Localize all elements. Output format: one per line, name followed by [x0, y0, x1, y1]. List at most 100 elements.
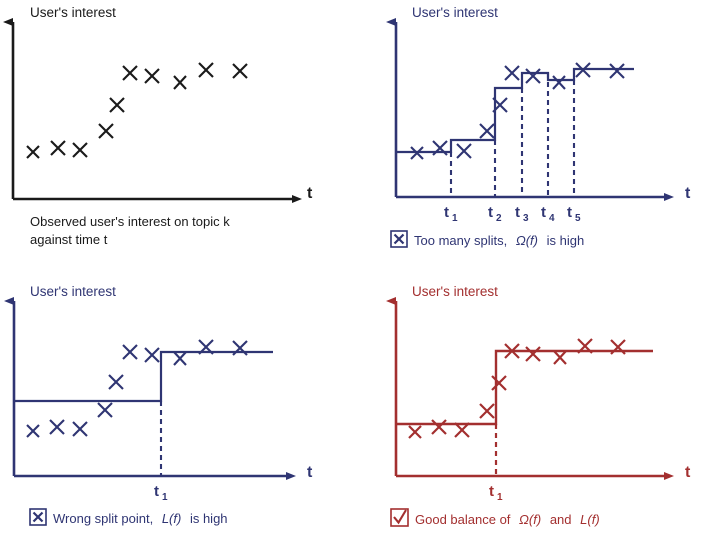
data-point-x — [232, 63, 248, 79]
check-box-icon — [390, 508, 409, 527]
svg-text:4: 4 — [549, 213, 555, 224]
scatter-points-observed — [26, 62, 248, 159]
data-point-x — [432, 140, 448, 156]
svg-text:t: t — [488, 204, 493, 221]
data-point-x — [50, 140, 66, 156]
data-point-x — [173, 351, 187, 366]
data-point-x — [431, 419, 447, 435]
data-point-x — [108, 374, 124, 390]
caption-wrong-split: Wrong split point, L(f) is high — [29, 508, 228, 526]
panel-caption-line-2: against time t — [30, 232, 108, 247]
data-point-x — [525, 68, 541, 84]
data-point-x — [504, 65, 520, 81]
cross-box-icon — [29, 508, 47, 526]
cross-box-icon — [390, 230, 408, 248]
y-axis-label: User's interest — [412, 5, 498, 20]
svg-text:1: 1 — [452, 213, 458, 224]
data-point-x — [97, 402, 113, 418]
svg-text:2: 2 — [496, 213, 502, 224]
caption-prefix: Wrong split point, — [53, 511, 153, 526]
caption-math2: L(f) — [580, 512, 600, 527]
tick-label-t1: t 1 — [489, 483, 503, 503]
x-tick-labels: t 1 — [489, 483, 503, 503]
data-point-x — [454, 422, 470, 438]
svg-text:t: t — [444, 204, 449, 221]
svg-text:t: t — [541, 204, 546, 221]
data-point-x — [198, 62, 214, 78]
data-point-x — [610, 339, 626, 355]
data-point-x — [26, 424, 40, 438]
step-function-curve — [14, 350, 273, 403]
svg-text:1: 1 — [162, 492, 168, 503]
panel-observed: User's interest t Observed user's intere… — [3, 5, 313, 247]
caption-suffix: is high — [190, 511, 228, 526]
data-point-x — [408, 425, 422, 439]
data-point-x — [232, 340, 248, 356]
x-tick-labels: t 1 — [154, 483, 168, 503]
data-point-x — [72, 142, 88, 158]
data-point-x — [575, 62, 591, 78]
panel-caption-line-1: Observed user's interest on topic k — [30, 214, 230, 229]
svg-text:5: 5 — [575, 213, 581, 224]
data-point-x — [552, 75, 566, 90]
data-point-x — [553, 350, 567, 365]
caption-prefix: Too many splits, — [414, 233, 507, 248]
caption-too-many-splits: Too many splits, Ω(f) is high — [390, 230, 584, 248]
data-point-x — [491, 375, 507, 391]
data-point-x — [456, 143, 472, 159]
data-point-x — [122, 344, 138, 360]
panel-wrong-split: User's interest t t 1 — [4, 284, 313, 526]
svg-text:t: t — [515, 204, 520, 221]
scatter-points-wrong-split — [26, 339, 248, 438]
caption-math: L(f) — [162, 511, 182, 526]
caption-math: Ω(f) — [519, 512, 541, 527]
caption-mid: and — [550, 512, 572, 527]
caption-math: Ω(f) — [516, 233, 538, 248]
svg-text:3: 3 — [523, 213, 529, 224]
data-point-x — [122, 65, 138, 81]
svg-text:t: t — [489, 483, 494, 500]
panel-good-balance: User's interest t t 1 — [386, 284, 691, 527]
caption-prefix: Good balance of — [415, 512, 511, 527]
caption-text: Wrong split point, L(f) is high — [53, 511, 228, 526]
svg-text:t: t — [567, 204, 572, 221]
data-point-x — [144, 347, 160, 363]
x-axis-label: t — [307, 464, 313, 481]
data-point-x — [479, 123, 495, 139]
data-point-x — [504, 343, 520, 359]
caption-text: Too many splits, Ω(f) is high — [414, 233, 584, 248]
y-axis-label: User's interest — [412, 284, 498, 299]
data-point-x — [98, 123, 114, 139]
data-point-x — [577, 338, 593, 354]
split-lines — [449, 73, 576, 196]
data-point-x — [198, 339, 214, 355]
x-axis-label: t — [685, 464, 691, 481]
y-axis-label: User's interest — [30, 5, 116, 20]
data-point-x — [26, 145, 40, 159]
svg-text:t: t — [154, 483, 159, 500]
data-point-x — [72, 421, 88, 437]
data-point-x — [49, 419, 65, 435]
tick-label-t1: t 1 — [154, 483, 168, 503]
data-point-x — [525, 346, 541, 362]
scatter-points-too-many-splits — [410, 62, 625, 160]
x-axis-label: t — [307, 185, 313, 202]
caption-good-balance: Good balance of Ω(f) and L(f) — [390, 508, 600, 527]
data-point-x — [479, 403, 495, 419]
data-point-x — [492, 97, 508, 113]
data-point-x — [144, 68, 160, 84]
y-axis-label: User's interest — [30, 284, 116, 299]
caption-suffix: is high — [547, 233, 585, 248]
data-point-x — [109, 97, 125, 113]
data-point-x — [410, 146, 424, 160]
